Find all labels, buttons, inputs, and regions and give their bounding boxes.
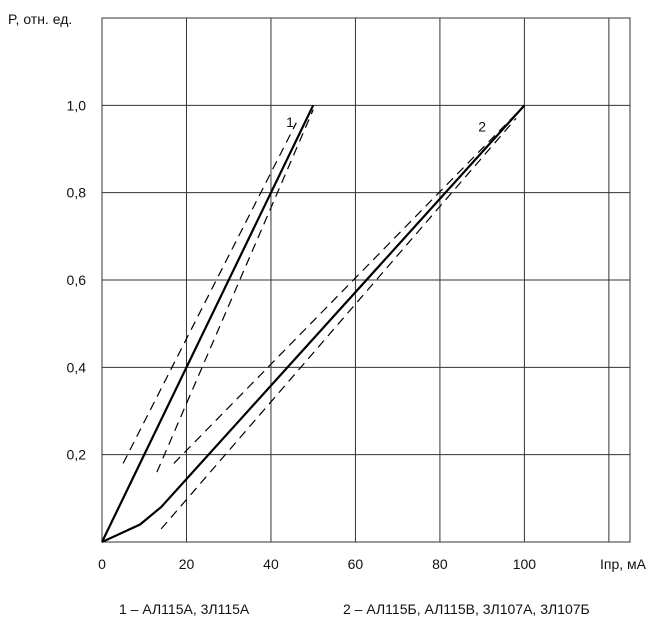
series-lines <box>101 104 526 543</box>
series-1-bound-0 <box>122 122 297 464</box>
x-axis-label: Iпр, мА <box>600 556 647 572</box>
y-axis-label: P, отн. ед. <box>8 11 72 27</box>
y-tick-label-3: 0,8 <box>67 185 87 201</box>
series-line-1 <box>101 104 315 543</box>
y-tick-label-0: 0,2 <box>67 447 87 463</box>
x-tick-label-0: 0 <box>98 556 106 572</box>
series-label-2: 2 <box>478 119 486 135</box>
x-tick-label-1: 20 <box>179 556 195 572</box>
x-tick-label-2: 40 <box>263 556 279 572</box>
legend-entry-2: 2 – АЛ115Б, АЛ115В, 3Л107А, 3Л107Б <box>343 601 590 617</box>
series-1-bound-1 <box>156 109 314 473</box>
x-tick-label-4: 80 <box>432 556 448 572</box>
x-tick-label-3: 60 <box>348 556 364 572</box>
y-tick-label-4: 1,0 <box>67 97 87 113</box>
dashed-bounds <box>122 109 521 530</box>
x-tick-label-5: 100 <box>513 556 537 572</box>
series-2-bound-0 <box>173 109 521 464</box>
series-label-1: 1 <box>286 114 294 130</box>
y-tick-label-2: 0,6 <box>67 272 87 288</box>
tick-labels: 0 20 40 60 80 100 0,2 0,4 0,6 0,8 1,0 <box>67 97 537 572</box>
y-tick-label-1: 0,4 <box>67 359 87 375</box>
legend-entry-1: 1 – АЛ115А, 3Л115А <box>119 601 250 617</box>
series-line-2 <box>101 104 526 543</box>
series-2-bound-1 <box>160 118 517 530</box>
